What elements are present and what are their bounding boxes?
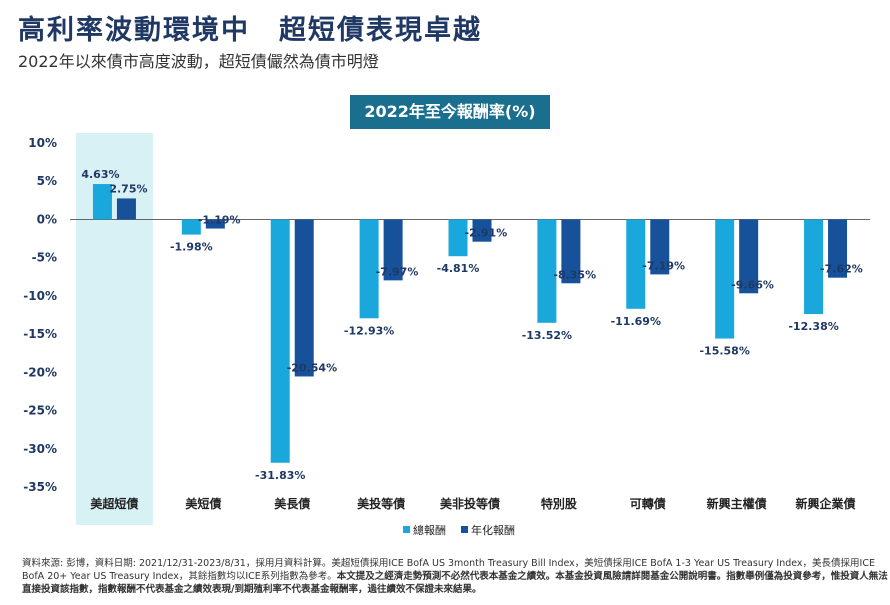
bar-total-return bbox=[537, 219, 557, 323]
x-category-label: 美投等債 bbox=[357, 496, 405, 511]
footer-note: 資料來源: 彭博，資料日期: 2021/12/31-2023/8/31，採用月資… bbox=[22, 557, 888, 596]
bar-annualized-return bbox=[561, 219, 581, 284]
y-tick-label: -25% bbox=[23, 404, 57, 418]
y-tick-label: 0% bbox=[37, 212, 57, 226]
legend-swatch bbox=[461, 526, 468, 533]
y-tick-label: -30% bbox=[23, 442, 57, 456]
bar-total-return bbox=[448, 219, 468, 257]
highlight-band bbox=[76, 133, 153, 525]
data-label: -7.19% bbox=[642, 259, 685, 272]
x-category-label: 美短債 bbox=[185, 496, 221, 511]
x-category-label: 特別股 bbox=[541, 496, 578, 511]
x-category-label: 美超短債 bbox=[90, 496, 138, 511]
data-label: -8.35% bbox=[553, 268, 596, 281]
legend-swatch bbox=[403, 526, 410, 533]
bar-total-return bbox=[715, 219, 735, 339]
data-label: -7.97% bbox=[376, 265, 419, 278]
data-label: -13.52% bbox=[522, 329, 572, 342]
data-label: -12.93% bbox=[344, 324, 394, 337]
data-label: -7.62% bbox=[820, 263, 863, 276]
bar-annualized-return bbox=[116, 198, 136, 220]
bar-annualized-return bbox=[828, 219, 848, 278]
data-label: -2.91% bbox=[465, 227, 508, 240]
legend-label: 年化報酬 bbox=[471, 523, 515, 537]
y-tick-label: -20% bbox=[23, 365, 57, 379]
data-label: 4.63% bbox=[81, 168, 119, 181]
data-label: 2.75% bbox=[109, 182, 147, 195]
data-label: -1.19% bbox=[198, 214, 241, 227]
page-subtitle: 2022年以來債市高度波動，超短債儼然為債市明燈 bbox=[18, 52, 379, 71]
data-label: -15.58% bbox=[699, 345, 749, 358]
bar-total-return bbox=[270, 219, 290, 463]
data-label: -20.54% bbox=[287, 361, 337, 374]
x-category-label: 美長債 bbox=[274, 496, 310, 511]
x-category-label: 美非投等債 bbox=[440, 496, 500, 511]
bar-chart: 10% 5% 0% -5% -10% -15% -20% -25% -30% -35% 4.63%2… bbox=[23, 133, 870, 537]
bar-total-return bbox=[359, 219, 379, 319]
footer-source-text: 資料來源: 彭博，資料日期: 2021/12/31-2023/8/31，採用月資… bbox=[22, 558, 875, 582]
bar-annualized-return bbox=[205, 219, 225, 229]
data-label: -11.69% bbox=[611, 315, 661, 328]
bar-total-return bbox=[804, 219, 824, 315]
data-label: -12.38% bbox=[788, 320, 838, 333]
x-category-label: 新興企業債 bbox=[796, 496, 856, 511]
bar-annualized-return bbox=[650, 219, 670, 275]
x-category-label: 新興主權債 bbox=[707, 496, 767, 511]
y-tick-label: -35% bbox=[23, 480, 57, 494]
bar-total-return bbox=[92, 184, 112, 220]
legend-label: 總報酬 bbox=[413, 523, 446, 537]
bar-total-return bbox=[181, 219, 201, 235]
y-tick-label: -5% bbox=[32, 251, 57, 265]
bar-total-return bbox=[626, 219, 646, 309]
y-tick-label: 10% bbox=[28, 136, 57, 150]
footer-disclaimer-text: 本文提及之經濟走勢預測不必然代表本基金之績效。本基金投資風險請詳閱基金公開說明書… bbox=[22, 571, 888, 595]
data-label: -1.98% bbox=[170, 241, 213, 254]
y-tick-label: 5% bbox=[37, 174, 57, 188]
data-label: -4.81% bbox=[437, 262, 480, 275]
chart-title: 2022年至今報酬率(%) bbox=[350, 95, 550, 129]
bar-annualized-return bbox=[294, 219, 314, 377]
page-title: 高利率波動環境中 超短債表現卓越 bbox=[18, 15, 482, 46]
y-tick-label: -10% bbox=[23, 289, 57, 303]
data-label: -31.83% bbox=[255, 469, 305, 482]
y-tick-label: -15% bbox=[23, 327, 57, 341]
x-category-label: 可轉債 bbox=[630, 496, 666, 511]
data-label: -9.66% bbox=[731, 278, 774, 291]
bar-annualized-return bbox=[739, 219, 759, 294]
bar-annualized-return bbox=[472, 219, 492, 242]
bar-annualized-return bbox=[383, 219, 403, 281]
